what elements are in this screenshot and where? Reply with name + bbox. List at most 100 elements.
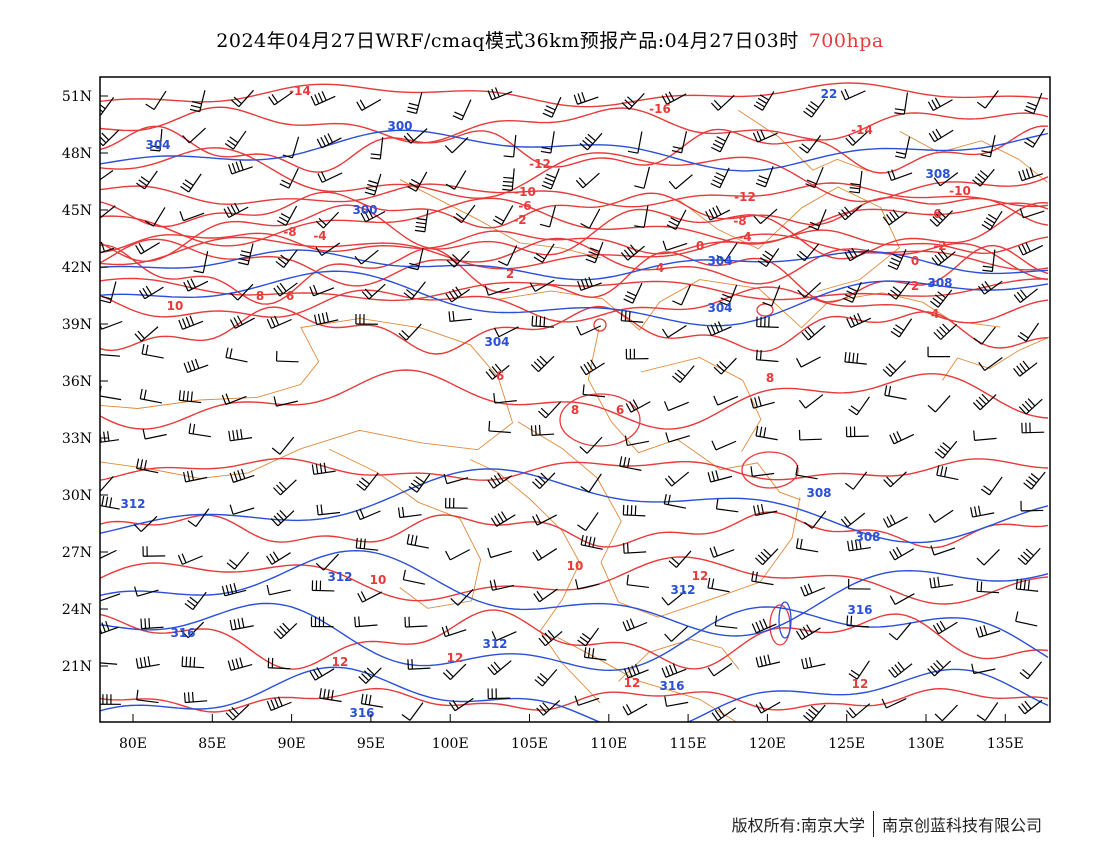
wind-barb [224,130,247,150]
temperature-label: 4 [656,261,664,275]
wind-barb [847,578,871,590]
wind-barb [663,493,687,509]
wind-barb [971,663,996,675]
wind-barb [361,283,386,300]
wind-barb [795,538,819,553]
wind-barb [442,663,467,681]
temperature-label: 8 [766,371,774,385]
wind-barb [491,631,517,642]
temperature-cell [593,318,607,332]
wind-barb [536,700,561,716]
wind-barb [848,396,870,416]
wind-barb [755,548,779,566]
wind-barb [1018,242,1044,256]
height-label: 308 [855,530,880,544]
wind-barb [929,289,953,308]
temperature-contour [100,201,1049,263]
wind-barb [580,473,602,493]
wind-barb [715,498,739,513]
height-label: 304 [145,138,170,152]
wind-barb [795,464,818,480]
temperature-contour [100,511,1049,549]
wind-barb [980,135,996,158]
temperature-label: -2 [933,239,946,253]
wind-barb [889,593,915,605]
wind-barb [540,131,555,154]
lat-tick-label: 42N [62,260,92,276]
wind-barb [100,662,118,665]
wind-barb [664,626,688,642]
wind-barb [493,326,519,338]
wind-barb [622,703,648,716]
wind-barb [932,620,958,635]
wind-barb [845,703,871,719]
wind-barb [976,581,1000,594]
wind-barb [711,131,731,153]
temperature-contour [100,237,1049,287]
wind-barb [882,209,908,226]
wind-barb [355,508,381,521]
wind-barb [183,278,209,292]
wind-barb [266,551,291,565]
wind-barb [530,424,555,437]
wind-barb [319,688,342,703]
longitude-axis: 80E 85E 90E 95E 100E 105E 110E 115E 120E 125E 130E… [119,714,1024,752]
wind-barb [929,576,954,589]
wind-barb [626,574,649,589]
province-boundaries [100,109,1050,722]
temperature-contour [100,233,1049,271]
wind-barb [840,88,866,101]
latitude-axis: 51N 48N 45N 42N 39N 36N 33N 30N 27N 24N 21N [62,89,108,675]
wind-barb [100,495,120,510]
wind-barb [150,128,163,152]
wind-barb [755,654,781,668]
wind-barb [716,242,738,262]
wind-barb [664,471,690,487]
wind-barb [316,133,342,149]
wind-barb [620,310,644,323]
wind-barb [445,549,470,561]
wind-barb [887,281,910,300]
temperature-label: 12 [332,655,349,669]
wind-barb [221,582,247,597]
wind-barb [805,166,824,189]
wind-barb [981,210,1003,231]
wind-barb [542,96,562,118]
wind-barb [408,473,431,493]
wind-barb [183,358,209,374]
wind-barb [887,169,913,181]
wind-barb [1018,167,1044,182]
wind-barb [585,241,604,264]
temperature-label: -8 [733,214,746,228]
wind-barb [492,205,514,226]
wind-barb [487,688,511,700]
wind-barb [888,661,913,678]
wind-barb [973,430,997,441]
wind-barb [228,429,253,442]
wind-barb [134,326,159,342]
temperature-label: 0 [911,254,919,268]
wind-barb [452,99,472,121]
wind-barb [798,429,822,441]
temperature-label: -12 [734,190,756,204]
wind-barb [1015,578,1039,592]
wind-barb [100,97,115,116]
wind-barb [226,551,250,570]
wind-barb [309,284,335,297]
wind-barb [275,249,298,268]
wind-barb [229,504,255,515]
wind-barb [884,385,907,400]
wind-barb [661,590,686,606]
wind-barb [223,202,249,219]
wind-barb [751,618,777,634]
wind-barb [360,208,386,223]
wind-barb [672,365,695,383]
wind-barb [707,470,733,483]
wind-barb [927,660,952,677]
lon-tick-label: 80E [119,736,147,752]
temperature-contour [100,229,1049,255]
wind-barb [1023,471,1046,490]
height-label: 304 [484,335,509,349]
height-label: 316 [349,706,374,720]
wind-barb [575,172,600,189]
